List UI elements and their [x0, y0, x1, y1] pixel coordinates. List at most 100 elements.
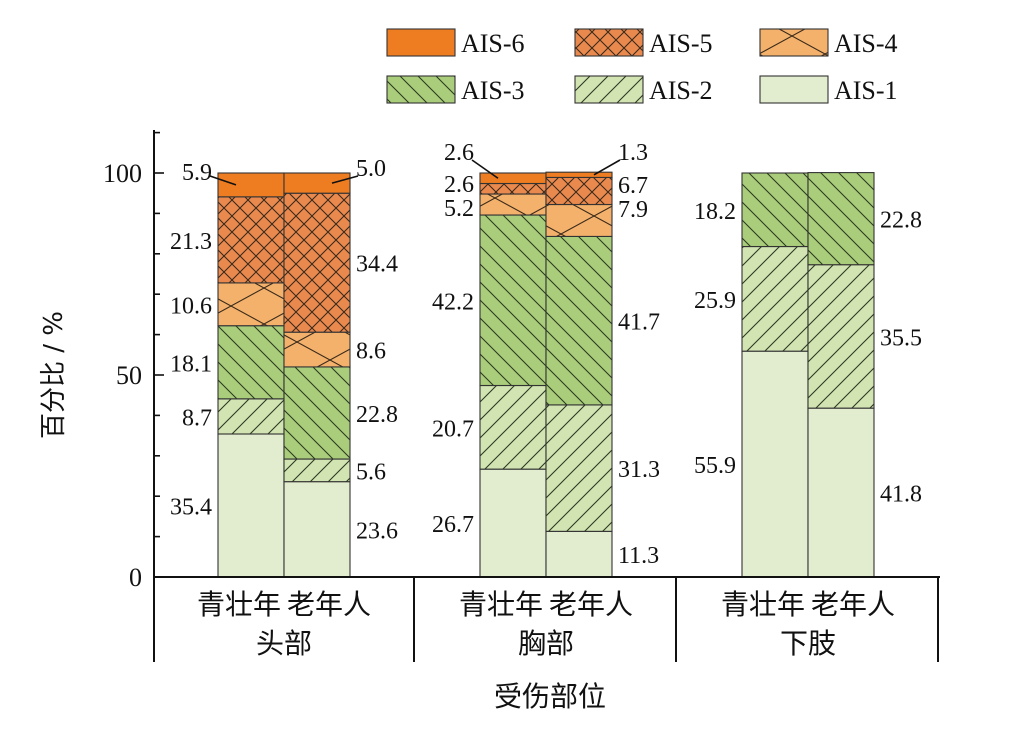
bar-ais-3-g2-b2-pattern	[546, 236, 612, 405]
legend-ais-6-swatch-outline	[386, 28, 456, 57]
y-tick-label-50: 50	[116, 361, 142, 390]
plot-area: 5.9 21.3 10.6 18.1 8.7 35.4 5.0 34.4 8.6 22.8 5.6 2…	[170, 140, 922, 578]
bar-ais-4-g2-b1-pattern	[480, 194, 546, 216]
data-label-ais-3-g1-b2: 22.8	[356, 402, 398, 428]
data-label-ais-2-g3-b1: 25.9	[694, 288, 736, 314]
bar-ais-5-g1-b1-pattern	[218, 196, 284, 283]
legend-ais-5-swatch-pattern	[575, 29, 643, 56]
category-label-g3-b1: 青壮年	[721, 588, 805, 621]
y-tick-label-0: 0	[129, 563, 142, 592]
legend-ais-3-swatch-outline	[386, 75, 456, 104]
bar-ais-1-g1-b1	[218, 433, 284, 577]
chart-legend: AIS-6 AIS-5 AIS-4 AIS-3 AIS-2 AIS-1	[386, 28, 898, 105]
leader-line-g2-b2	[593, 159, 621, 176]
data-label-ais-1-g1-b1: 35.4	[170, 494, 212, 520]
data-label-ais-5-g1-b1: 21.3	[170, 229, 212, 255]
bar-ais-6-g1-b2	[284, 173, 350, 194]
data-label-ais-2-g2-b1: 20.7	[432, 416, 474, 442]
leader-line-g2-b1	[471, 159, 499, 179]
data-label-ais-1-g2-b1: 26.7	[432, 512, 474, 538]
bar-ais-2-g1-b2-pattern	[284, 459, 350, 482]
data-label-ais-4-g1-b2: 8.6	[356, 339, 386, 365]
data-label-ais-2-g1-b2: 5.6	[356, 459, 386, 485]
bar-ais-5-g1-b2-pattern	[284, 193, 350, 333]
data-label-ais-4-g1-b1: 10.6	[170, 293, 212, 319]
bar-ais-2-g3-b2-pattern	[808, 264, 874, 409]
data-label-ais-4-g2-b2: 7.9	[618, 197, 648, 223]
data-label-ais-3-g1-b1: 18.1	[170, 351, 212, 377]
leader-line-g1-b1	[209, 175, 237, 186]
bar-ais-1-g3-b2	[808, 408, 874, 577]
legend-ais-4-label: AIS-4	[834, 29, 898, 58]
data-label-ais-6-g1-b2: 5.0	[356, 156, 386, 182]
bar-ais-3-g1-b1-pattern	[218, 325, 284, 399]
bar-ais-4-g1-b2-pattern	[284, 332, 350, 367]
bar-ais-6-g1-b1	[218, 173, 284, 197]
legend-ais-6-label: AIS-6	[461, 29, 525, 58]
y-tick-label-100: 100	[103, 159, 142, 188]
y-axis-title: 百分比 / %	[39, 311, 69, 439]
legend-ais-2-swatch-pattern	[575, 76, 643, 103]
bar-ais-2-g2-b1-pattern	[480, 385, 546, 470]
bar-ais-3-g3-b1-pattern	[742, 173, 808, 247]
data-label-ais-5-g1-b2: 34.4	[356, 252, 398, 278]
bar-ais-2-g1-b1-pattern	[218, 398, 284, 434]
data-label-ais-1-g2-b2: 11.3	[618, 543, 659, 569]
legend-ais-1-label: AIS-1	[834, 76, 898, 105]
bar-ais-5-g2-b1-pattern	[480, 183, 546, 195]
data-label-ais-6-g2-b2: 1.3	[618, 140, 648, 166]
data-label-ais-5-g2-b1: 2.6	[444, 172, 474, 198]
data-label-ais-2-g3-b2: 35.5	[880, 325, 922, 351]
legend-ais-4-swatch-outline	[759, 28, 829, 57]
data-label-ais-2-g1-b1: 8.7	[182, 405, 212, 431]
data-label-ais-6-g2-b1: 2.6	[444, 140, 474, 166]
bar-ais-3-g2-b1-pattern	[480, 215, 546, 386]
bar-ais-3-g3-b2-outline	[807, 172, 875, 266]
category-label-g1-b1: 青壮年	[197, 588, 281, 621]
bar-ais-6-g2-b1	[480, 173, 546, 184]
category-label-g2-b2: 老年人	[549, 588, 633, 621]
bar-ais-4-g1-b1-pattern	[218, 282, 284, 326]
legend-ais-5-swatch-outline	[574, 28, 644, 57]
data-label-ais-1-g3-b2: 41.8	[880, 482, 922, 508]
bar-ais-1-g2-b2	[546, 531, 612, 577]
bar-ais-6-g2-b2	[546, 172, 612, 178]
legend-ais-2-label: AIS-2	[649, 76, 713, 105]
group-label-2: 胸部	[518, 627, 574, 660]
x-axis-title: 受伤部位	[494, 680, 606, 713]
data-label-ais-3-g2-b1: 42.2	[432, 289, 474, 315]
data-label-ais-3-g3-b2: 22.8	[880, 208, 922, 234]
bar-ais-2-g2-b2-pattern	[546, 404, 612, 532]
data-label-ais-1-g1-b2: 23.6	[356, 518, 398, 544]
category-label-g3-b2: 老年人	[811, 588, 895, 621]
bar-ais-1-g3-b1	[742, 351, 808, 577]
legend-ais-2-swatch-outline	[574, 75, 644, 104]
data-label-ais-3-g3-b1: 18.2	[694, 199, 736, 225]
bar-ais-1-g1-b2	[284, 481, 350, 577]
bar-ais-2-g3-b1-pattern	[742, 246, 808, 352]
legend-ais-3-swatch-pattern	[387, 76, 455, 103]
bar-ais-4-g2-b2-pattern	[546, 204, 612, 237]
data-label-ais-6-g1-b1: 5.9	[182, 160, 212, 186]
category-label-g2-b1: 青壮年	[459, 588, 543, 621]
legend-ais-5-label: AIS-5	[649, 29, 713, 58]
bar-ais-6-g1-b2-outline	[283, 172, 351, 194]
legend-ais-3-label: AIS-3	[461, 76, 525, 105]
bar-ais-6-g2-b2-outline	[545, 171, 613, 178]
category-label-g1-b2: 老年人	[287, 588, 371, 621]
bar-ais-3-g1-b2-pattern	[284, 366, 350, 460]
data-label-ais-3-g2-b2: 41.7	[618, 310, 660, 336]
legend-ais-1-swatch	[760, 76, 828, 103]
group-label-1: 头部	[256, 627, 312, 660]
data-label-ais-5-g2-b2: 6.7	[618, 173, 648, 199]
data-label-ais-2-g2-b2: 31.3	[618, 457, 660, 483]
legend-ais-1-swatch-outline	[759, 75, 829, 104]
data-label-ais-1-g3-b1: 55.9	[694, 453, 736, 479]
legend-ais-6-swatch	[387, 29, 455, 56]
bar-ais-5-g2-b2-pattern	[546, 177, 612, 205]
group-label-3: 下肢	[780, 627, 836, 660]
data-label-ais-4-g2-b1: 5.2	[444, 196, 474, 222]
leader-line-g1-b2	[331, 175, 359, 184]
legend-ais-4-swatch-pattern	[760, 29, 828, 56]
